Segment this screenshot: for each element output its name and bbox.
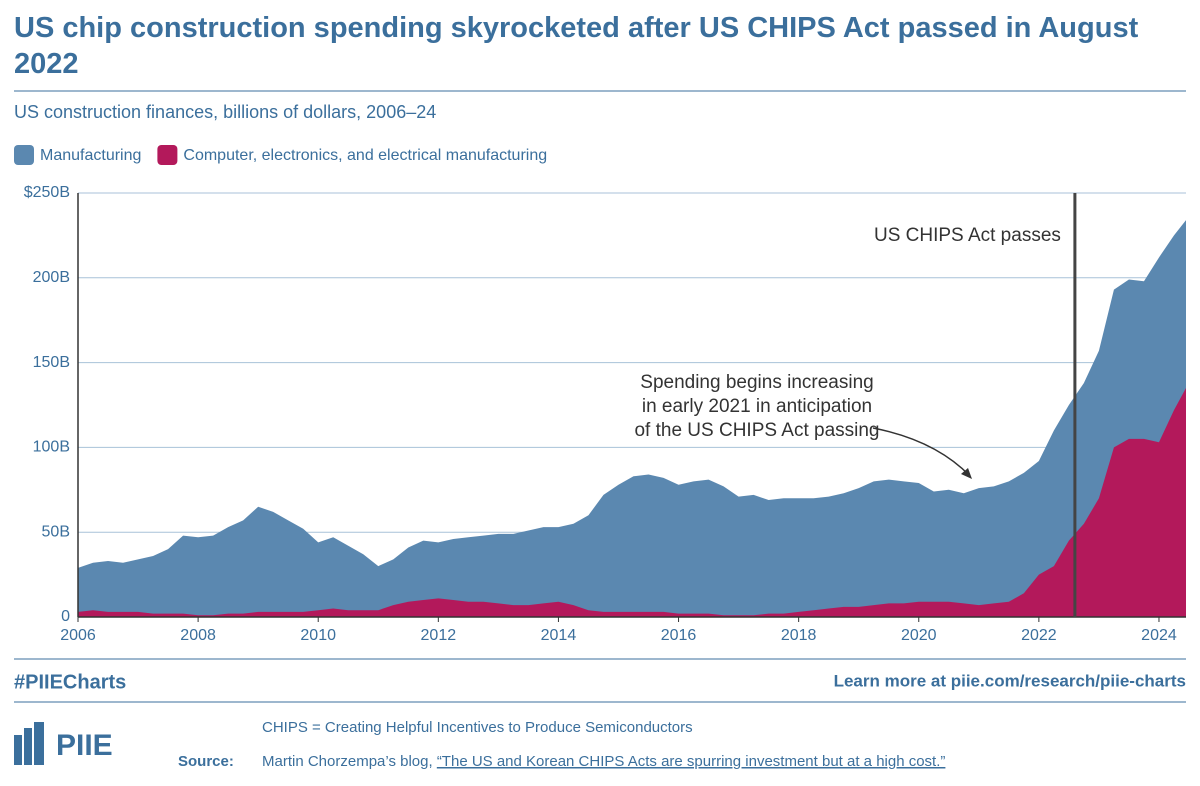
x-tick-label: 2022: [1021, 627, 1057, 644]
annotation: in early 2021 in anticipation: [642, 396, 872, 417]
x-tick-label: 2020: [901, 627, 937, 644]
area: [78, 220, 1186, 618]
y-tick-label: $250B: [24, 184, 70, 201]
y-tick-label: 150B: [33, 354, 70, 371]
x-tick-label: 2024: [1141, 627, 1177, 644]
source-text: Martin Chorzempa’s blog,: [262, 753, 437, 770]
source: Martin Chorzempa’s blog, “The US and Kor…: [262, 753, 945, 770]
y-tick-label: 0: [61, 608, 70, 625]
subtitle: US construction finances, billions of do…: [14, 102, 436, 122]
annotation: of the US CHIPS Act passing: [634, 420, 879, 441]
y-tick-label: 50B: [42, 523, 70, 540]
logo-text: PIIE: [56, 729, 113, 762]
x-tick-label: 2016: [661, 627, 697, 644]
annotation: US CHIPS Act passes: [874, 225, 1061, 246]
x-tick-label: 2014: [541, 627, 577, 644]
x-tick-label: 2008: [180, 627, 216, 644]
annotation-arrow: [872, 427, 971, 477]
annotation: Spending begins increasing: [640, 372, 873, 393]
x-tick-label: 2012: [421, 627, 457, 644]
legend-label: Computer, electronics, and electrical ma…: [183, 147, 547, 164]
x-tick-label: 2018: [781, 627, 817, 644]
logo: PIIE: [14, 722, 113, 765]
annotation-arrowhead: [961, 468, 972, 479]
legend-label: Manufacturing: [40, 147, 141, 164]
y-tick-label: 100B: [33, 439, 70, 456]
chart-title: US chip construction spending skyrockete…: [14, 12, 1139, 80]
x-tick-label: 2010: [300, 627, 336, 644]
y-tick-label: 200B: [33, 269, 70, 286]
legend-swatch: [157, 145, 178, 165]
note: CHIPS = Creating Helpful Incentives to P…: [262, 719, 693, 736]
hashtag: #PIIECharts: [14, 671, 126, 693]
learn-more[interactable]: Learn more at piie.com/research/piie-cha…: [834, 671, 1186, 690]
x-tick-label: 2006: [60, 627, 96, 644]
source-link[interactable]: “The US and Korean CHIPS Acts are spurri…: [437, 753, 946, 770]
legend-swatch: [14, 145, 34, 165]
source-label: Source:: [178, 753, 234, 770]
